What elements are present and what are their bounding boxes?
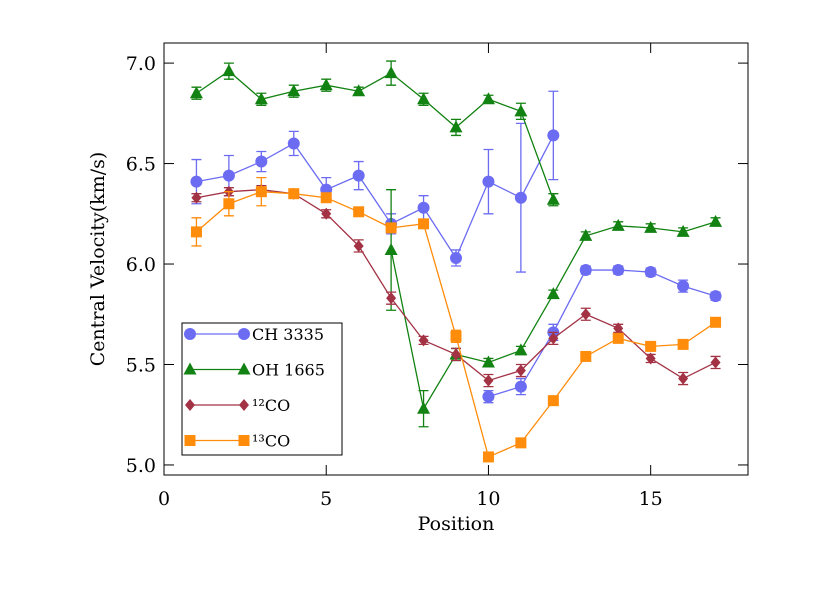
marker — [644, 220, 658, 233]
marker — [547, 395, 559, 407]
y-tick-label: 5.5 — [126, 354, 156, 376]
marker — [191, 191, 202, 204]
marker — [548, 332, 559, 345]
marker — [352, 169, 365, 182]
marker — [223, 198, 235, 210]
marker — [384, 242, 398, 255]
marker — [611, 218, 625, 231]
marker — [613, 322, 624, 335]
marker — [189, 86, 203, 99]
marker — [222, 64, 236, 77]
marker — [417, 92, 431, 105]
marker — [386, 292, 397, 305]
marker — [546, 287, 560, 300]
marker — [579, 264, 592, 277]
marker — [481, 92, 495, 105]
marker — [709, 214, 723, 227]
marker — [450, 330, 462, 342]
marker — [645, 340, 657, 352]
marker — [514, 104, 528, 117]
marker — [222, 169, 235, 182]
marker — [710, 356, 721, 369]
y-tick-label: 5.0 — [126, 455, 156, 477]
plot-frame — [163, 42, 749, 476]
marker — [184, 328, 196, 340]
marker — [321, 207, 332, 220]
x-tick-label: 10 — [476, 488, 500, 510]
marker — [385, 222, 397, 234]
marker — [483, 374, 494, 387]
marker — [319, 78, 333, 91]
marker — [579, 228, 593, 241]
marker — [384, 66, 398, 79]
legend-label: ¹²CO — [252, 396, 290, 415]
marker — [546, 192, 560, 205]
marker — [237, 362, 251, 375]
marker — [353, 239, 364, 252]
marker — [184, 435, 196, 446]
legend-label: OH 1665 — [252, 361, 325, 380]
marker — [515, 437, 527, 449]
marker — [580, 350, 592, 362]
marker — [612, 264, 625, 277]
marker — [417, 201, 430, 214]
marker — [185, 399, 195, 411]
x-tick-label: 15 — [639, 488, 663, 510]
marker — [677, 338, 689, 350]
marker — [238, 435, 250, 446]
marker — [418, 218, 430, 230]
y-tick-label: 6.5 — [126, 154, 156, 176]
marker — [710, 316, 722, 328]
marker — [709, 290, 722, 303]
marker — [514, 343, 528, 356]
marker — [255, 186, 267, 198]
marker — [676, 224, 690, 237]
x-tick-label: 0 — [158, 488, 170, 510]
marker — [612, 332, 624, 344]
marker — [514, 191, 527, 204]
marker — [238, 328, 250, 340]
marker — [450, 251, 462, 264]
marker — [352, 84, 366, 97]
marker — [287, 84, 301, 97]
marker — [190, 175, 203, 188]
marker — [514, 380, 527, 393]
marker — [677, 280, 690, 293]
marker — [580, 308, 591, 321]
legend-box — [181, 322, 343, 456]
marker — [418, 334, 429, 347]
legend-label: ¹³CO — [252, 432, 290, 451]
y-tick-label: 6.0 — [126, 254, 156, 276]
marker — [515, 364, 526, 377]
marker — [451, 348, 461, 361]
x-tick-label: 5 — [320, 488, 332, 510]
marker — [190, 226, 202, 238]
marker — [417, 401, 431, 414]
marker — [644, 266, 657, 279]
marker — [482, 390, 495, 403]
marker — [254, 92, 268, 105]
marker — [183, 362, 197, 375]
marker — [288, 188, 300, 200]
marker — [320, 192, 332, 204]
marker — [255, 155, 268, 168]
marker — [678, 372, 689, 385]
marker — [482, 175, 495, 188]
x-axis-title: Position — [418, 513, 495, 535]
legend-label: CH 3335 — [252, 325, 324, 344]
marker — [239, 399, 249, 411]
marker — [287, 137, 300, 150]
marker — [482, 451, 494, 463]
y-tick-label: 7.0 — [126, 53, 156, 75]
marker — [481, 355, 495, 368]
marker — [645, 352, 656, 365]
marker — [449, 120, 463, 133]
marker — [547, 129, 560, 142]
marker — [353, 206, 365, 218]
y-axis-title: Central Velocity(km/s) — [87, 152, 109, 367]
